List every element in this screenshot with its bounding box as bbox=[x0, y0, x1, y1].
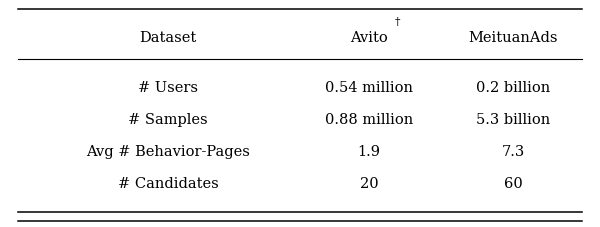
Text: Avg # Behavior-Pages: Avg # Behavior-Pages bbox=[86, 144, 250, 158]
Text: 0.2 billion: 0.2 billion bbox=[476, 80, 550, 94]
Text: Avito: Avito bbox=[350, 30, 388, 44]
Text: 20: 20 bbox=[359, 176, 379, 190]
Text: 1.9: 1.9 bbox=[358, 144, 380, 158]
Text: †: † bbox=[395, 17, 401, 27]
Text: 0.88 million: 0.88 million bbox=[325, 112, 413, 126]
Text: 60: 60 bbox=[503, 176, 523, 190]
Text: 0.54 million: 0.54 million bbox=[325, 80, 413, 94]
Text: 5.3 billion: 5.3 billion bbox=[476, 112, 550, 126]
Text: MeituanAds: MeituanAds bbox=[468, 30, 558, 44]
Text: # Candidates: # Candidates bbox=[118, 176, 218, 190]
Text: Dataset: Dataset bbox=[139, 30, 197, 44]
Text: # Users: # Users bbox=[138, 80, 198, 94]
Text: # Samples: # Samples bbox=[128, 112, 208, 126]
Text: 7.3: 7.3 bbox=[502, 144, 524, 158]
